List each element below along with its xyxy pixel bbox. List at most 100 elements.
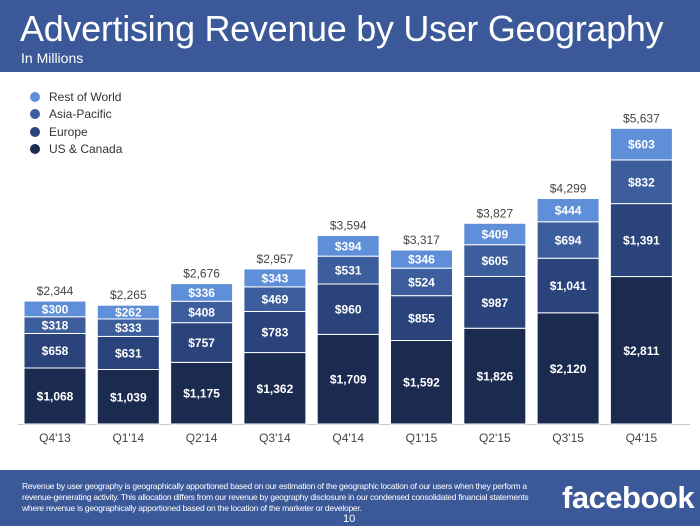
- bar-segment: [609, 276, 673, 425]
- total-label: $3,594: [330, 218, 367, 232]
- data-label: $2,120: [550, 362, 587, 376]
- bar-segment: [609, 127, 673, 161]
- page-subtitle: In Millions: [21, 50, 84, 66]
- page-title: Advertising Revenue by User Geography: [20, 8, 664, 49]
- data-label: $346: [408, 253, 435, 267]
- legend-item: Rest of World: [30, 88, 122, 106]
- bar-segment: [536, 198, 600, 223]
- total-label: $3,317: [403, 233, 440, 247]
- x-tick-label: Q1'14: [112, 431, 144, 445]
- bar-segment: [390, 295, 453, 341]
- data-label: $1,041: [550, 279, 587, 293]
- bar-segment: [243, 286, 307, 312]
- x-tick-label: Q4'13: [39, 431, 71, 445]
- data-label: $605: [481, 254, 508, 268]
- x-tick-label: Q2'14: [186, 431, 218, 445]
- bar-segment: [316, 234, 380, 257]
- data-label: $1,362: [257, 382, 294, 396]
- data-label: $987: [481, 296, 508, 310]
- legend-label: Rest of World: [49, 89, 122, 104]
- bar-segment: [536, 221, 600, 259]
- data-label: $694: [555, 234, 582, 248]
- bar-segment: [170, 361, 234, 425]
- data-label: $409: [481, 227, 508, 241]
- bar-segment: [390, 249, 453, 269]
- total-label: $5,637: [623, 111, 660, 125]
- data-label: $1,175: [183, 387, 220, 401]
- bar-segment: [96, 304, 160, 320]
- data-label: $336: [188, 286, 215, 300]
- data-label: $1,709: [330, 373, 367, 387]
- bar-segment: [463, 244, 527, 277]
- data-label: $757: [188, 336, 215, 350]
- data-label: $1,068: [37, 389, 74, 403]
- bar-segment: [243, 268, 307, 288]
- bar-segment: [96, 369, 160, 425]
- bar-segment: [463, 222, 527, 246]
- bar-segment: [96, 335, 160, 371]
- bar-segment: [463, 327, 527, 425]
- data-label: $444: [555, 204, 582, 218]
- legend-swatch: [30, 91, 40, 102]
- data-label: $524: [408, 275, 435, 289]
- data-label: $333: [115, 321, 142, 335]
- legend-label: Europe: [49, 124, 88, 139]
- bar-segment: [463, 275, 527, 329]
- x-tick-label: Q2'15: [479, 431, 511, 445]
- bar-segment: [243, 310, 307, 354]
- bar-segment: [170, 283, 234, 302]
- data-label: $1,826: [476, 370, 513, 384]
- bar-segment: [23, 332, 87, 369]
- total-label: $4,299: [550, 182, 587, 196]
- legend-label: Asia-Pacific: [49, 107, 112, 122]
- data-label: $603: [628, 138, 655, 152]
- legend-swatch: [30, 144, 40, 155]
- data-label: $960: [335, 303, 362, 317]
- bar-segment: [536, 312, 600, 425]
- data-label: $300: [42, 302, 69, 316]
- data-label: $658: [42, 344, 69, 358]
- data-label: $408: [188, 305, 215, 319]
- data-label: $394: [335, 239, 362, 253]
- x-tick-label: Q1'15: [406, 431, 438, 445]
- x-tick-label: Q3'15: [552, 431, 584, 445]
- legend-item: Asia-Pacific: [30, 106, 122, 124]
- data-label: $343: [262, 271, 289, 285]
- data-label: $783: [262, 326, 289, 340]
- x-tick-label: Q4'14: [332, 431, 364, 445]
- bar-segment: [316, 333, 380, 425]
- data-label: $1,039: [110, 390, 147, 404]
- total-label: $2,265: [110, 288, 147, 302]
- bar-segment: [316, 255, 380, 285]
- bar-segment: [609, 159, 673, 205]
- bar-segment: [536, 257, 600, 314]
- stacked-bar-chart: $1,068 $658 $318 $300 $2,344 Q4'13 $1,039 $631 $…: [18, 111, 690, 445]
- footnote-text: Revenue by user geography is geographica…: [22, 481, 529, 513]
- legend-item: US & Canada: [30, 141, 122, 159]
- total-label: $2,676: [183, 267, 220, 281]
- total-label: $2,957: [257, 252, 294, 266]
- data-label: $318: [42, 319, 69, 333]
- chart-legend: Rest of World Asia-Pacific Europe US & Cana…: [30, 88, 122, 158]
- legend-swatch: [30, 109, 40, 120]
- facebook-logo: facebook: [562, 480, 695, 515]
- bar-segment: [243, 352, 307, 425]
- bar-segment: [390, 267, 453, 297]
- data-label: $631: [115, 346, 142, 360]
- data-label: $531: [335, 264, 362, 278]
- x-tick-label: Q3'14: [259, 431, 291, 445]
- x-tick-label: Q4'15: [626, 431, 658, 445]
- data-label: $1,391: [623, 234, 660, 248]
- page-number: 10: [343, 513, 356, 525]
- legend-swatch: [30, 126, 40, 137]
- data-label: $469: [262, 293, 289, 307]
- legend-item: Europe: [30, 123, 122, 141]
- total-label: $3,827: [476, 206, 513, 220]
- footer-banner: Revenue by user geography is geographica…: [0, 470, 700, 526]
- total-label: $2,344: [37, 284, 74, 298]
- data-label: $2,811: [623, 344, 659, 358]
- data-label: $1,592: [403, 376, 440, 390]
- bar-segment: [390, 339, 453, 425]
- data-label: $855: [408, 312, 435, 326]
- bar-segment: [23, 367, 87, 425]
